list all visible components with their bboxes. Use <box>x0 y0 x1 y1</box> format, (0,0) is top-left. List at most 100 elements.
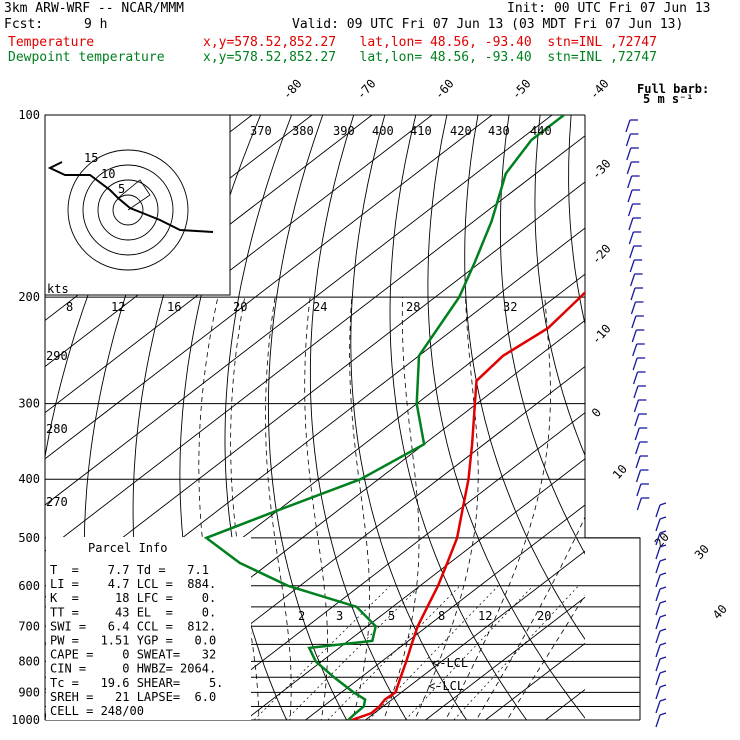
mixing-ratio-top-label: 24 <box>313 300 327 314</box>
moist-adiabat <box>349 297 370 720</box>
mixing-ratio-top-label: 16 <box>167 300 181 314</box>
mixing-ratio-low-label: 8 <box>438 609 445 623</box>
wind-barb-staff <box>635 441 641 455</box>
isotherm-line <box>45 115 433 414</box>
parcel-info-row: T = 7.7 Td = 7.1 <box>50 563 209 577</box>
theta-label: 420 <box>450 124 472 138</box>
wind-barb-staff <box>636 497 642 511</box>
wind-barb-staff <box>632 371 639 385</box>
theta-label: 370 <box>250 124 272 138</box>
pressure-tick-label: 600 <box>18 579 40 593</box>
wind-barb-staff <box>625 133 632 147</box>
parcel-info-row: SREH = 21 LAPSE= 6.0 <box>50 690 216 704</box>
lcl-marker-label-2: <-LCL <box>428 679 464 693</box>
wind-barb-staff <box>628 217 634 231</box>
parcel-info-row: SWI = 6.4 CCL = 812. <box>50 619 216 633</box>
isotherm-right-label: 10 <box>610 462 630 482</box>
moist-adiabat <box>414 297 479 720</box>
wind-barb-staff <box>635 469 642 483</box>
wind-barb-staff <box>629 245 635 259</box>
dry-adiabat <box>267 115 348 720</box>
dry-adiabat <box>427 115 585 719</box>
dry-adiabat <box>695 115 740 733</box>
wind-barb <box>659 586 667 590</box>
wind-barb-staff <box>632 343 638 357</box>
dewpoint-profile <box>203 115 565 720</box>
dewpoint-legend-label: Dewpoint temperature <box>8 50 165 65</box>
isotherm-top-label: -60 <box>432 77 457 102</box>
mixing-ratio-top-label: 28 <box>406 300 420 314</box>
hodograph-ring-label: 10 <box>101 167 115 181</box>
wind-barb-staff <box>655 672 661 686</box>
parcel-box-background <box>46 537 251 720</box>
mixing-ratio-top-label: 20 <box>233 300 247 314</box>
wind-barb-staff <box>655 504 661 518</box>
wind-barb-staff <box>633 385 639 399</box>
wind-barb <box>659 642 667 646</box>
pressure-tick-label: 900 <box>18 685 40 699</box>
theta-label: 430 <box>488 124 510 138</box>
isotherm-line <box>545 689 585 720</box>
parcel-info-row: CAPE = 0 SWEAT= 32 <box>50 648 216 662</box>
wind-barb <box>659 698 667 702</box>
forecast-hour: 9 h <box>84 17 108 32</box>
parcel-info-row: K = 18 LFC = 0. <box>50 591 216 605</box>
wind-barb <box>659 614 667 618</box>
parcel-info-row: TT = 43 EL = 0. <box>50 605 216 619</box>
theta-label: 380 <box>292 124 314 138</box>
theta-label: 400 <box>372 124 394 138</box>
isotherm-right-label: -30 <box>589 157 614 182</box>
isotherm-line <box>245 458 585 720</box>
full-barb-label: Full barb: <box>637 82 709 96</box>
forecast-label: Fcst: <box>4 17 44 32</box>
pressure-tick-label: 800 <box>18 654 40 668</box>
valid-time: Valid: 09 UTC Fri 07 Jun 13 (03 MDT Fri … <box>292 17 684 32</box>
wind-barb-column <box>625 119 667 728</box>
pressure-tick-label: 700 <box>18 619 40 633</box>
wind-barb-staff <box>630 301 637 315</box>
pressure-tick-label: 500 <box>18 531 40 545</box>
wind-barb <box>659 544 667 548</box>
wind-barb-staff <box>634 413 640 427</box>
wind-barb-staff <box>655 686 661 700</box>
moist-adiabat <box>265 297 292 720</box>
wind-barb-staff <box>635 455 641 469</box>
hodograph-ring-label: 5 <box>118 182 125 196</box>
mixing-ratio-line <box>285 585 421 720</box>
hodograph-storm-motion <box>117 179 151 211</box>
wind-barb-staff <box>631 315 637 329</box>
mixing-ratio-low-label: 3 <box>336 609 343 623</box>
hodograph-ring <box>67 149 189 271</box>
theta-label: 410 <box>410 124 432 138</box>
temperature-legend-info: x,y=578.52,852.27 lat,lon= 48.56, -93.40… <box>203 35 657 50</box>
wind-barb <box>659 600 667 604</box>
isotherm-line <box>45 135 585 552</box>
isotherm-top-label: -50 <box>509 77 534 102</box>
wind-barb-staff <box>655 560 661 574</box>
dry-adiabat-label: 270 <box>46 495 68 509</box>
isotherm-right-label: -10 <box>589 322 614 347</box>
wind-barb-staff <box>655 644 661 658</box>
plot-right-step <box>585 537 641 720</box>
mixing-ratio-low-label: 5 <box>388 609 395 623</box>
dry-adiabat <box>45 115 168 720</box>
model-title: 3km ARW-WRF -- NCAR/MMM <box>4 1 185 16</box>
pressure-tick-label: 200 <box>18 290 40 304</box>
parcel-info-row: Tc = 19.6 SHEAR= 5. <box>50 676 223 690</box>
dry-adiabat <box>601 115 740 733</box>
mixing-ratio-line <box>453 585 579 720</box>
wind-barb-staff <box>630 287 636 301</box>
wind-barb <box>659 572 667 576</box>
temperature-legend-label: Temperature <box>8 35 95 50</box>
wind-barb-staff <box>628 231 634 245</box>
dry-adiabat <box>309 115 408 720</box>
mixing-ratio-line <box>327 585 461 720</box>
mixing-ratio-line <box>368 585 499 720</box>
dry-adiabat-label: 280 <box>46 422 68 436</box>
pressure-tick-label: 400 <box>18 472 40 486</box>
isotherm-top-label: -70 <box>354 77 379 102</box>
pressure-tick-label: 300 <box>18 397 40 411</box>
wind-barb-staff <box>632 357 638 371</box>
wind-barb-staff <box>627 175 633 189</box>
